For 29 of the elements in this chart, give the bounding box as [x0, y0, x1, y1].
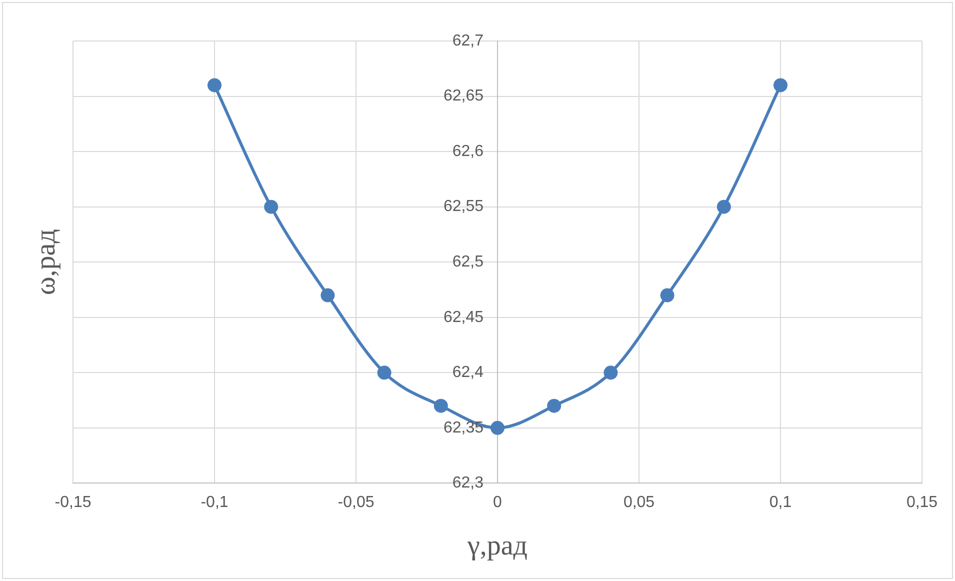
y-axis-title: ω,рад	[30, 229, 62, 296]
point	[547, 398, 562, 413]
y-tick-label: 62,35	[443, 419, 484, 436]
y-tick-label: 62,3	[452, 474, 484, 492]
y-tick-label: 62,45	[443, 308, 484, 326]
x-tick-label: -0,15	[54, 494, 92, 512]
x-tick-label: 0,1	[769, 494, 792, 512]
y-tick-label: 62,55	[443, 198, 484, 216]
x-tick-label: 0,05	[623, 494, 655, 512]
x-tick-label: 0,15	[906, 494, 938, 512]
point	[264, 200, 278, 214]
y-tick-label: 62,65	[443, 88, 484, 105]
point	[660, 288, 674, 302]
y-tick-label: 62,7	[452, 32, 484, 50]
point	[490, 420, 504, 435]
point	[377, 366, 392, 380]
y-tick-label: 62,6	[452, 142, 484, 160]
x-tick-label: -0,1	[200, 494, 228, 512]
x-tick-label: -0,05	[338, 494, 374, 512]
point	[208, 78, 222, 92]
point	[320, 288, 335, 302]
point	[774, 78, 788, 92]
x-axis-title: γ,рад	[466, 530, 528, 562]
y-tick-label: 62,5	[452, 254, 484, 271]
point	[716, 200, 731, 214]
point	[434, 398, 448, 413]
x-tick-label: 0	[493, 494, 502, 512]
y-tick-label: 62,4	[452, 364, 484, 382]
point	[604, 366, 618, 380]
